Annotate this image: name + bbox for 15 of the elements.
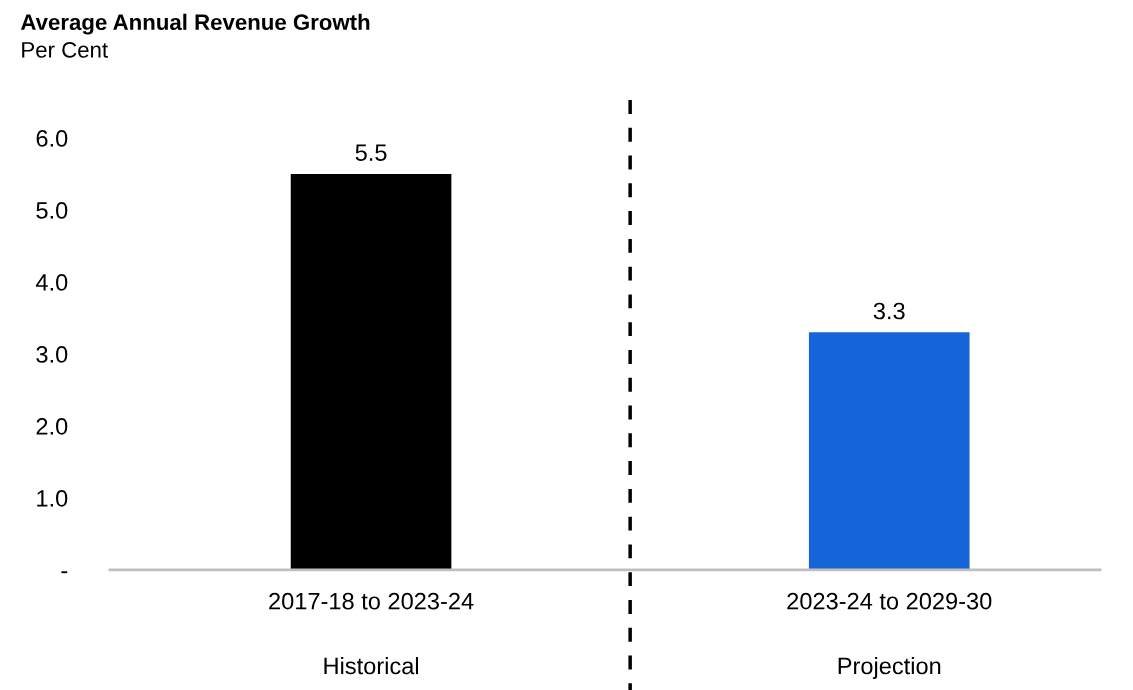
chart-title: Average Annual Revenue Growth bbox=[20, 13, 370, 35]
data-label: 5.5 bbox=[355, 144, 387, 161]
y-tick-label: 6.0 bbox=[36, 130, 68, 147]
y-tick-label: 3.0 bbox=[36, 346, 68, 363]
y-tick-label: - bbox=[61, 571, 68, 574]
x-tick-label: 2023-24 to 2029-30 bbox=[787, 592, 992, 610]
data-label: 3.3 bbox=[873, 302, 905, 320]
x-tick-label: 2017-18 to 2023-24 bbox=[269, 592, 474, 610]
chart-subtitle: Per Cent bbox=[22, 41, 108, 58]
y-tick-label: 4.0 bbox=[35, 274, 68, 291]
text: Projection bbox=[838, 656, 941, 679]
y-tick-label: 5.0 bbox=[36, 202, 68, 219]
y-tick-label: 1.0 bbox=[37, 490, 68, 507]
y-tick-label: 2.0 bbox=[36, 418, 68, 435]
text: Historical bbox=[324, 656, 419, 675]
